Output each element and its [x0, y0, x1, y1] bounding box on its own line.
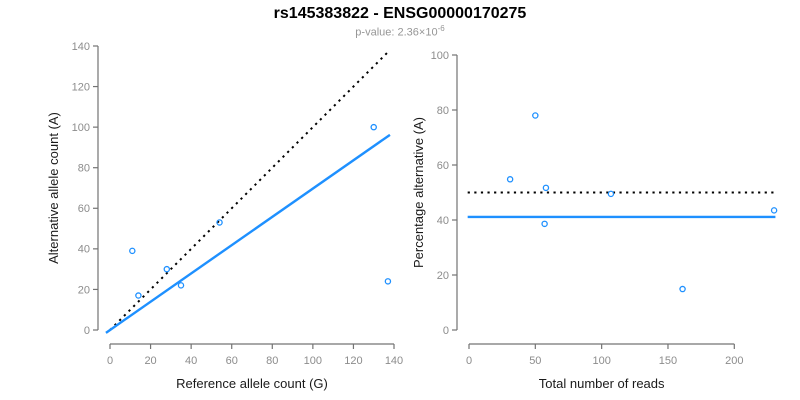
x-tick-label: 20	[144, 355, 156, 367]
scatter-point	[177, 282, 185, 289]
scatter-point	[506, 176, 514, 183]
y-tick-label: 60	[437, 160, 449, 172]
y-tick-label: 80	[78, 163, 90, 175]
scatter-point	[679, 285, 686, 293]
y-tick-label: 20	[437, 270, 449, 282]
scatter-point	[163, 265, 171, 273]
x-tick-label: 0	[107, 355, 113, 367]
y-tick-label: 60	[78, 203, 90, 215]
scatter-point	[607, 190, 615, 198]
x-axis-title: Reference allele count (G)	[176, 376, 328, 391]
y-tick-label: 40	[78, 244, 90, 256]
y-tick-label: 40	[437, 215, 449, 227]
x-tick-label: 140	[385, 355, 403, 367]
x-tick-label: 60	[226, 355, 238, 367]
x-tick-label: 100	[304, 355, 322, 367]
y-tick-label: 0	[84, 325, 90, 337]
y-tick-label: 120	[72, 81, 90, 93]
x-axis-title: Total number of reads	[539, 376, 665, 391]
x-tick-label: 0	[466, 355, 472, 367]
x-tick-label: 100	[592, 355, 610, 367]
pvalue-text: p-value: 2.36×10	[355, 26, 438, 39]
pvalue-exponent: -6	[437, 24, 445, 33]
x-tick-label: 50	[529, 355, 541, 367]
scatter-point	[542, 184, 550, 192]
scatter-point	[541, 220, 548, 228]
x-tick-label: 80	[266, 355, 278, 367]
fitted-ratio-line	[105, 133, 391, 334]
plot-right: 0 50 100 150 200 0 20 40 60 80 100 Total number of …	[411, 50, 778, 391]
y-tick-label: 100	[72, 122, 90, 134]
y-tick-label: 0	[443, 325, 449, 337]
y-tick-label: 140	[72, 41, 90, 53]
x-tick-label: 200	[725, 355, 743, 367]
scatter-point	[135, 292, 142, 299]
scatter-point	[770, 207, 778, 214]
scatter-point	[370, 123, 377, 131]
x-tick-label: 40	[185, 355, 197, 367]
figure-subtitle-pvalue: p-value: 2.36×10-6	[0, 24, 800, 39]
scatter-point	[216, 219, 223, 226]
x-tick-label: 120	[344, 355, 362, 367]
y-axis-title: Percentage alternative (A)	[411, 117, 426, 268]
scatter-point	[532, 112, 539, 119]
scatter-point	[384, 278, 392, 285]
plot-left: 0 20 40 60 80 100 120 140 0 20 40 60 80 100 120 140 Refe…	[46, 41, 403, 391]
identity-line	[109, 52, 388, 331]
y-tick-label: 80	[437, 105, 449, 117]
y-tick-label: 100	[431, 50, 449, 62]
y-tick-label: 20	[78, 284, 90, 296]
x-tick-label: 150	[659, 355, 677, 367]
figure-title: rs145383822 - ENSG00000170275	[273, 5, 527, 22]
y-axis-title: Alternative allele count (A)	[46, 112, 61, 264]
scatter-point	[129, 247, 136, 255]
